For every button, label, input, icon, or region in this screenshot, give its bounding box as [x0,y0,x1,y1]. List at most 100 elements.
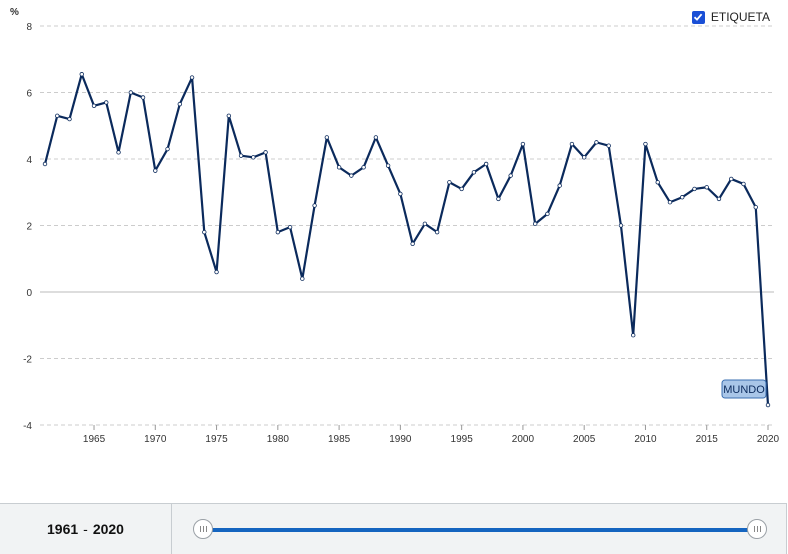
data-point [581,155,587,160]
x-tick-label: 2005 [573,434,596,445]
data-point [238,153,244,158]
data-point [471,170,477,175]
data-point [422,221,428,227]
data-point [251,155,256,160]
data-point [165,146,170,152]
data-point [655,180,660,185]
legend-label: ETIQUETA [710,10,770,24]
x-tick-label: 2010 [634,434,657,445]
data-point [606,143,611,148]
data-point [91,103,97,108]
end-label-text: MUNDO [723,384,765,396]
data-point [483,161,489,167]
data-point [643,141,648,147]
data-point [692,186,697,192]
data-point [349,173,354,178]
grip-icon [199,526,207,532]
data-point [79,72,84,77]
checkbox-icon[interactable] [691,10,705,24]
data-point [42,161,48,167]
x-tick-label: 2020 [757,434,780,445]
data-point [765,402,771,408]
y-tick-label: 2 [26,222,32,233]
data-point [300,276,305,281]
data-point [569,141,575,147]
legend-toggle[interactable]: ETIQUETA [691,10,770,24]
x-tick-label: 1990 [389,434,412,445]
data-point [140,95,146,100]
data-point [287,224,293,230]
data-point [104,100,109,105]
data-point [410,241,415,246]
data-point [214,269,219,275]
series-line [43,73,770,406]
data-point [177,101,182,107]
series-end-label: MUNDO [721,379,767,399]
data-point [202,229,207,235]
range-separator: - [83,521,88,537]
data-point [753,205,758,210]
x-tick-label: 1975 [205,434,228,445]
data-point [545,211,550,217]
data-point [263,150,268,155]
data-point [226,113,232,118]
data-point [459,186,464,192]
data-point [741,181,746,187]
data-point [434,229,440,235]
data-point [324,135,330,140]
grip-icon [753,526,761,532]
data-point [496,196,501,202]
data-point [373,135,379,140]
data-point [312,203,317,208]
y-tick-label: -2 [23,355,32,366]
x-tick-label: 2000 [512,434,535,445]
data-point [680,195,685,200]
y-tick-label: 4 [26,155,32,166]
y-tick-label: 8 [26,22,32,33]
data-point [447,180,452,185]
range-readout: 1961 - 2020 [0,504,172,554]
range-slider-start-handle[interactable] [193,519,213,539]
y-tick-label: -4 [23,421,32,432]
data-point [716,196,722,202]
x-tick-label: 1980 [267,434,290,445]
data-point [631,333,636,338]
range-slider-track[interactable] [204,528,758,532]
data-point [667,200,673,205]
data-point [385,163,391,168]
data-point [153,168,158,173]
data-point [557,183,562,188]
data-point [67,116,72,122]
data-point [704,185,709,190]
x-tick-label: 1985 [328,434,351,445]
data-point [618,223,624,228]
data-point [128,90,133,95]
axes: -4 -2 0 2 4 6 8% 1965 1970 1975 1980 1985 1990 1995 20… [10,7,780,445]
data-point [532,221,538,227]
end-label-box [721,379,767,399]
data-point [398,191,403,197]
data-point [729,176,734,182]
data-point [189,75,195,80]
data-point [361,165,366,170]
series-mundo [42,72,771,408]
data-point [508,173,513,178]
data-point [594,140,599,145]
line-chart: -4 -2 0 2 4 6 8% 1965 1970 1975 1980 1985 1990 1995 20… [10,7,780,445]
time-range-panel: 1961 - 2020 [0,503,787,554]
data-point [336,165,342,170]
grid-lines [40,25,774,426]
x-tick-label: 1995 [451,434,474,445]
x-tick-label: 1965 [83,434,106,445]
y-tick-label: 0 [26,288,32,299]
range-start: 1961 [47,521,79,537]
data-point [55,113,60,118]
range-slider-end-handle[interactable] [747,519,767,539]
x-tick-label: 1970 [144,434,167,445]
x-tick-label: 2015 [696,434,719,445]
y-unit-label: % [10,7,19,18]
data-point [275,229,281,235]
data-point [520,141,526,147]
y-tick-label: 6 [26,89,32,100]
data-point [116,150,121,155]
